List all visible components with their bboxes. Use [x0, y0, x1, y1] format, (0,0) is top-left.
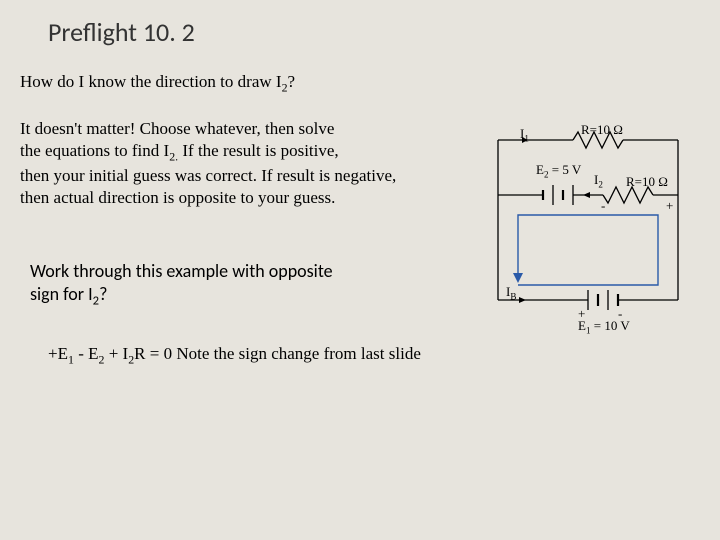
- label-IB: IB: [506, 284, 516, 302]
- q-post: ?: [288, 72, 296, 91]
- work-l2b: ?: [99, 283, 107, 305]
- answer-block: It doesn't matter! Choose whatever, then…: [20, 118, 396, 209]
- answer-l2s: 2.: [169, 149, 178, 163]
- label-I2: I2: [594, 172, 603, 190]
- eq-b: - E: [74, 344, 99, 363]
- circuit-diagram: I1 R=10 Ω E2 = 5 V I2 R=10 Ω - + IB + - …: [478, 120, 698, 350]
- label-I1: I1: [520, 126, 529, 144]
- work-l1: Work through this example with opposite: [30, 260, 333, 283]
- work-l2a: sign for I: [30, 283, 93, 305]
- label-plus: +: [666, 198, 673, 214]
- eq-c: + I: [104, 344, 128, 363]
- label-E1: E1 = 10 V: [578, 318, 630, 336]
- label-E2: E2 = 5 V: [536, 162, 581, 180]
- answer-l2a: the equations to find I: [20, 141, 169, 160]
- E2-b: = 5 V: [549, 162, 582, 177]
- label-R2: R=10 Ω: [626, 174, 668, 190]
- answer-l3: then your initial guess was correct. If …: [20, 165, 396, 187]
- IB-s: B: [510, 292, 516, 302]
- equation-line: +E1 - E2 + I2R = 0 Note the sign change …: [48, 344, 421, 367]
- q-pre: How do I know the direction to draw I: [20, 72, 282, 91]
- E1-b: = 10 V: [591, 318, 630, 333]
- answer-l4: then actual direction is opposite to you…: [20, 187, 396, 209]
- I2-s: 2: [598, 180, 603, 190]
- label-minus: -: [601, 198, 605, 214]
- E2-a: E: [536, 162, 544, 177]
- work-through: Work through this example with opposite …: [30, 260, 333, 309]
- answer-l1: It doesn't matter! Choose whatever, then…: [20, 118, 396, 140]
- eq-d: R = 0 Note the sign change from last sli…: [134, 344, 421, 363]
- page-title: Preflight 10. 2: [48, 16, 195, 48]
- label-R1: R=10 Ω: [581, 122, 623, 138]
- answer-l2b: If the result is positive,: [178, 141, 339, 160]
- eq-a: +E: [48, 344, 68, 363]
- question-text: How do I know the direction to draw I2?: [20, 72, 295, 95]
- circuit-svg: [478, 120, 698, 350]
- E1-a: E: [578, 318, 586, 333]
- I1-s: 1: [524, 134, 529, 144]
